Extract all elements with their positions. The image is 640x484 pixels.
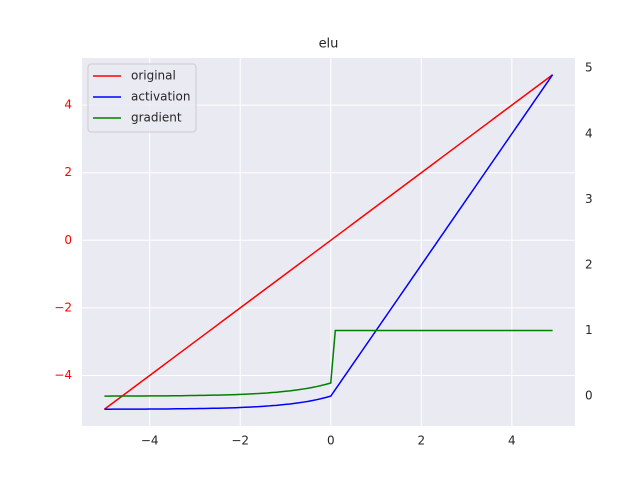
legend-label: activation	[131, 90, 190, 104]
y2-tick-label: 2	[585, 257, 593, 271]
y2-tick-label: 1	[585, 323, 593, 337]
y-tick-label: 0	[64, 233, 72, 247]
series-line	[104, 74, 554, 410]
y2-tick-label: 5	[585, 61, 593, 75]
y-tick-label: 4	[64, 98, 72, 112]
x-tick-label: −4	[141, 434, 159, 448]
y-tick-label: −2	[54, 300, 72, 314]
y2-tick-label: 0	[585, 389, 593, 403]
y2-tick-label: 4	[585, 126, 593, 140]
x-tick-label: −2	[231, 434, 249, 448]
y2-tick-label: 3	[585, 192, 593, 206]
y-tick-label: −4	[54, 368, 72, 382]
y-tick-label: 2	[64, 165, 72, 179]
legend: original activation gradient	[87, 63, 197, 133]
legend-label: original	[131, 69, 176, 83]
chart-title: elu	[319, 37, 339, 52]
x-tick-label: 4	[508, 434, 516, 448]
series-line	[103, 74, 554, 410]
legend-label: gradient	[131, 111, 182, 125]
series-line	[104, 329, 553, 397]
x-tick-label: 2	[417, 434, 425, 448]
x-tick-label: 0	[327, 434, 335, 448]
legend-box	[87, 63, 197, 133]
